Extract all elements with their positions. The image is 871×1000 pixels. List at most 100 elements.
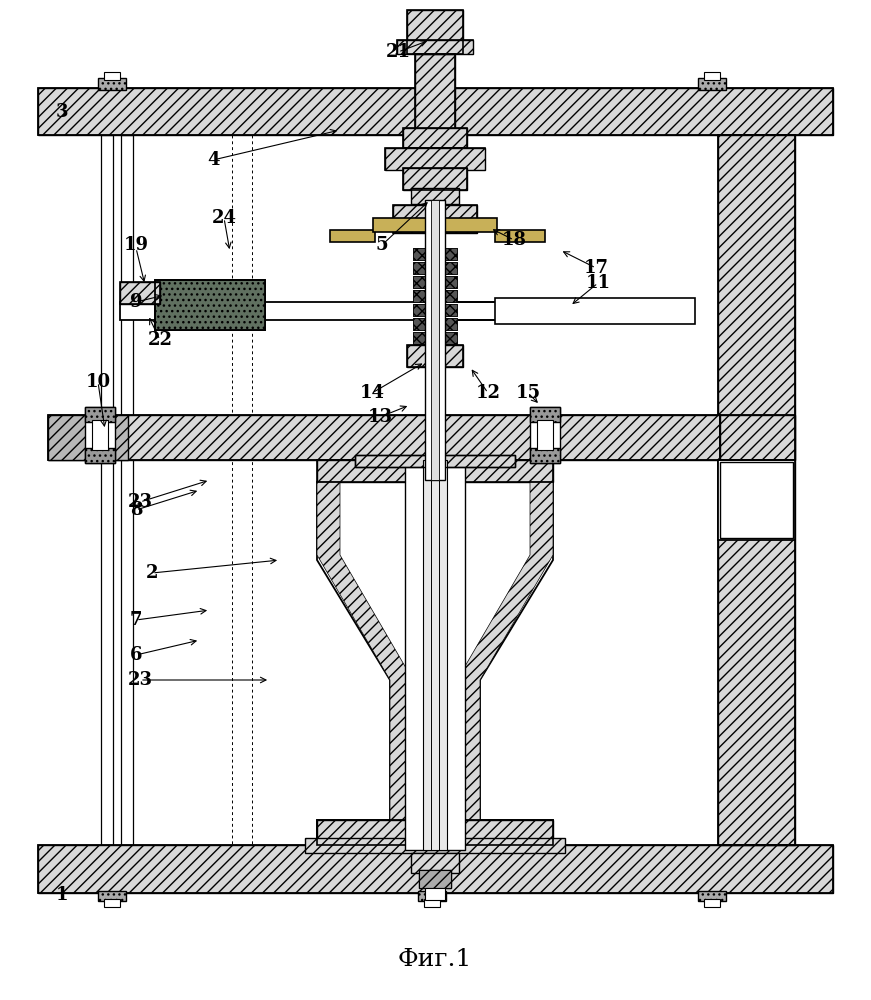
Text: 3: 3 [56,103,68,121]
Bar [48,415,128,460]
Bar [101,135,113,845]
Bar [85,407,115,463]
Polygon shape [317,482,413,820]
Bar [530,407,560,463]
Bar [393,205,477,233]
Bar [403,168,467,190]
Bar [413,332,457,344]
Text: 12: 12 [476,384,501,402]
Text: 23: 23 [127,671,152,689]
Bar [413,290,457,302]
Bar [120,282,160,304]
Bar [120,282,160,304]
Bar [530,448,560,463]
Bar [317,460,553,482]
Text: 23: 23 [127,493,152,511]
Polygon shape [457,482,553,820]
Text: 5: 5 [375,236,388,254]
Bar [413,262,457,274]
Bar [419,870,451,888]
Text: 17: 17 [584,259,609,277]
Bar [155,280,265,330]
Bar [495,230,545,242]
Text: 21: 21 [386,43,410,61]
Polygon shape [317,482,553,845]
Text: 11: 11 [585,274,611,292]
Bar [495,298,695,324]
Bar [407,345,463,367]
Bar [718,135,795,845]
Bar [704,72,720,80]
Bar [155,280,265,330]
Bar [415,54,455,142]
Text: 18: 18 [502,231,526,249]
Bar [385,148,485,170]
Bar [317,820,553,845]
Text: 15: 15 [516,384,541,402]
Bar [38,845,833,893]
Bar [431,200,439,480]
Text: 6: 6 [130,646,142,664]
Bar [413,248,457,260]
Bar [407,345,463,367]
Bar [403,168,467,190]
Bar [425,200,445,480]
Bar [413,262,457,274]
Bar [330,230,375,242]
Bar [355,455,515,467]
Text: 7: 7 [130,611,142,629]
Text: 24: 24 [212,209,237,227]
Bar [48,415,720,460]
Text: 14: 14 [360,384,384,402]
Bar [718,460,795,540]
Bar [397,40,473,54]
Bar [98,891,126,901]
Bar [393,205,477,233]
Bar [92,420,108,450]
Bar [413,304,457,316]
Bar [413,304,457,316]
Bar [413,276,457,288]
Bar [418,891,446,901]
Text: 19: 19 [124,236,148,254]
Text: 13: 13 [368,408,393,426]
Bar [411,188,459,204]
Bar [403,128,467,148]
Bar [425,888,445,900]
Bar [373,218,497,232]
Bar [720,415,795,460]
Bar [427,302,637,320]
Bar [85,407,115,422]
Bar [38,88,833,135]
Bar [415,54,455,142]
Bar [704,899,720,907]
Bar [38,88,833,135]
Bar [48,415,720,460]
Bar [397,40,473,54]
Bar [698,891,726,901]
Bar [121,135,133,845]
Text: 1: 1 [56,886,68,904]
Bar [424,899,440,907]
Bar [413,332,457,344]
Bar [385,148,485,170]
Bar [98,78,126,90]
Bar [355,455,515,467]
Bar [413,290,457,302]
Bar [423,460,447,850]
Bar [413,318,457,330]
Bar [85,448,115,463]
Bar [720,415,795,460]
Bar [537,420,553,450]
Bar [38,845,833,893]
Bar [120,302,427,320]
Text: 4: 4 [206,151,219,169]
Text: 2: 2 [145,564,159,582]
Bar [407,10,463,45]
Bar [718,135,795,845]
Bar [720,462,793,538]
Bar [104,899,120,907]
Bar [403,128,467,148]
Text: 8: 8 [130,501,142,519]
Text: 10: 10 [85,373,111,391]
